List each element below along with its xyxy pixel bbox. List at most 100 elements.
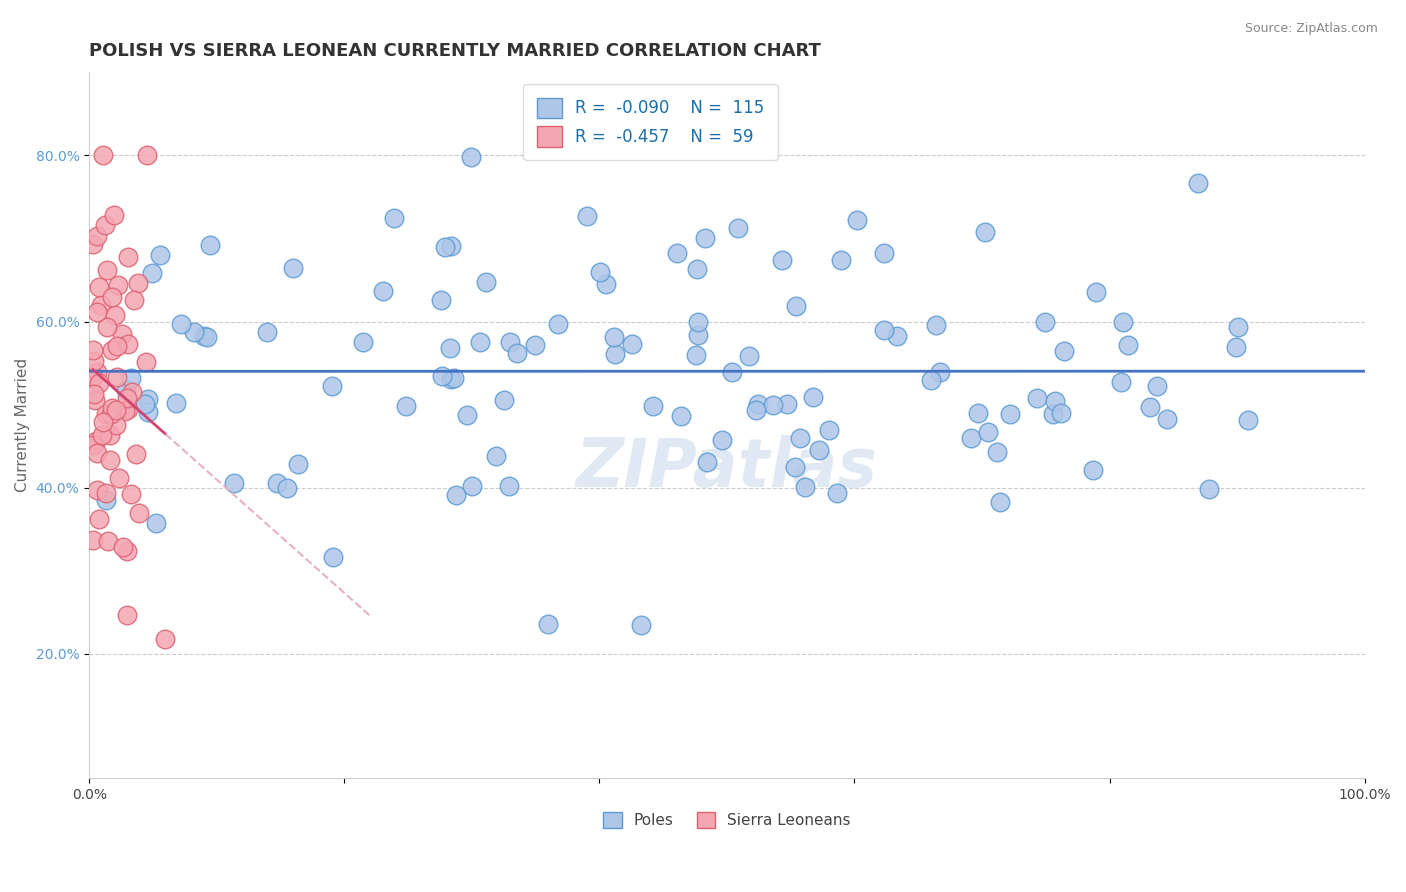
Point <box>193 329 215 343</box>
Point <box>696 455 718 469</box>
Point <box>82 438 104 452</box>
Point <box>120 371 142 385</box>
Point <box>966 406 988 420</box>
Point <box>1116 337 1139 351</box>
Point <box>276 481 298 495</box>
Point <box>155 632 177 647</box>
Point <box>727 221 749 235</box>
Point <box>492 392 515 407</box>
Point <box>686 327 709 342</box>
Point <box>135 355 157 369</box>
Point <box>91 428 114 442</box>
Point <box>1053 343 1076 358</box>
Point <box>1187 177 1209 191</box>
Point <box>166 396 188 410</box>
Point <box>86 446 108 460</box>
Point <box>602 330 624 344</box>
Point <box>120 487 142 501</box>
Point <box>322 549 344 564</box>
Point <box>82 370 104 384</box>
Point <box>107 277 129 292</box>
Point <box>643 399 665 413</box>
Point <box>738 349 761 363</box>
Point <box>110 326 132 341</box>
Point <box>1049 406 1071 420</box>
Point <box>762 398 785 412</box>
Point <box>1146 379 1168 393</box>
Point <box>830 253 852 268</box>
Point <box>669 409 692 423</box>
Point <box>136 405 159 419</box>
Point <box>105 339 128 353</box>
Point <box>97 534 120 549</box>
Point <box>101 343 124 358</box>
Point <box>524 338 547 352</box>
Point <box>115 383 138 397</box>
Point <box>439 341 461 355</box>
Point <box>547 317 569 331</box>
Y-axis label: Currently Married: Currently Married <box>15 359 30 492</box>
Point <box>988 495 1011 509</box>
Point <box>170 317 193 331</box>
Point <box>256 326 278 340</box>
Point <box>461 479 484 493</box>
Point <box>87 511 110 525</box>
Point <box>82 533 104 547</box>
Point <box>96 492 118 507</box>
Point <box>685 261 707 276</box>
Point <box>122 293 145 308</box>
Point <box>686 315 709 329</box>
Point <box>145 516 167 530</box>
Point <box>98 427 121 442</box>
Point <box>456 409 478 423</box>
Point <box>1081 463 1104 477</box>
Point <box>121 385 143 400</box>
Point <box>86 229 108 244</box>
Point <box>744 402 766 417</box>
Point <box>86 305 108 319</box>
Point <box>977 425 1000 440</box>
Legend: Poles, Sierra Leoneans: Poles, Sierra Leoneans <box>598 805 856 834</box>
Point <box>86 483 108 497</box>
Point <box>801 390 824 404</box>
Point <box>845 213 868 227</box>
Point <box>575 209 598 223</box>
Point <box>84 434 107 448</box>
Point <box>460 150 482 164</box>
Point <box>136 148 159 162</box>
Point <box>1139 400 1161 414</box>
Point <box>446 488 468 502</box>
Point <box>827 486 849 500</box>
Point <box>136 392 159 406</box>
Point <box>986 445 1008 459</box>
Point <box>789 431 811 445</box>
Point <box>960 431 983 445</box>
Point <box>321 379 343 393</box>
Point <box>785 299 807 313</box>
Point <box>98 453 121 467</box>
Point <box>89 376 111 390</box>
Point <box>430 369 453 384</box>
Point <box>108 471 131 485</box>
Point <box>872 323 894 337</box>
Point <box>117 337 139 351</box>
Point <box>440 239 463 253</box>
Point <box>443 371 465 385</box>
Point <box>711 433 734 447</box>
Point <box>537 616 560 631</box>
Point <box>183 325 205 339</box>
Point <box>720 365 742 379</box>
Point <box>1085 285 1108 300</box>
Point <box>429 293 451 308</box>
Point <box>1156 412 1178 426</box>
Point <box>485 450 508 464</box>
Point <box>91 415 114 429</box>
Point <box>1227 320 1250 334</box>
Point <box>104 308 127 322</box>
Text: Source: ZipAtlas.com: Source: ZipAtlas.com <box>1244 22 1378 36</box>
Point <box>101 401 124 416</box>
Point <box>747 397 769 411</box>
Point <box>352 335 374 350</box>
Point <box>973 225 995 239</box>
Point <box>94 218 117 232</box>
